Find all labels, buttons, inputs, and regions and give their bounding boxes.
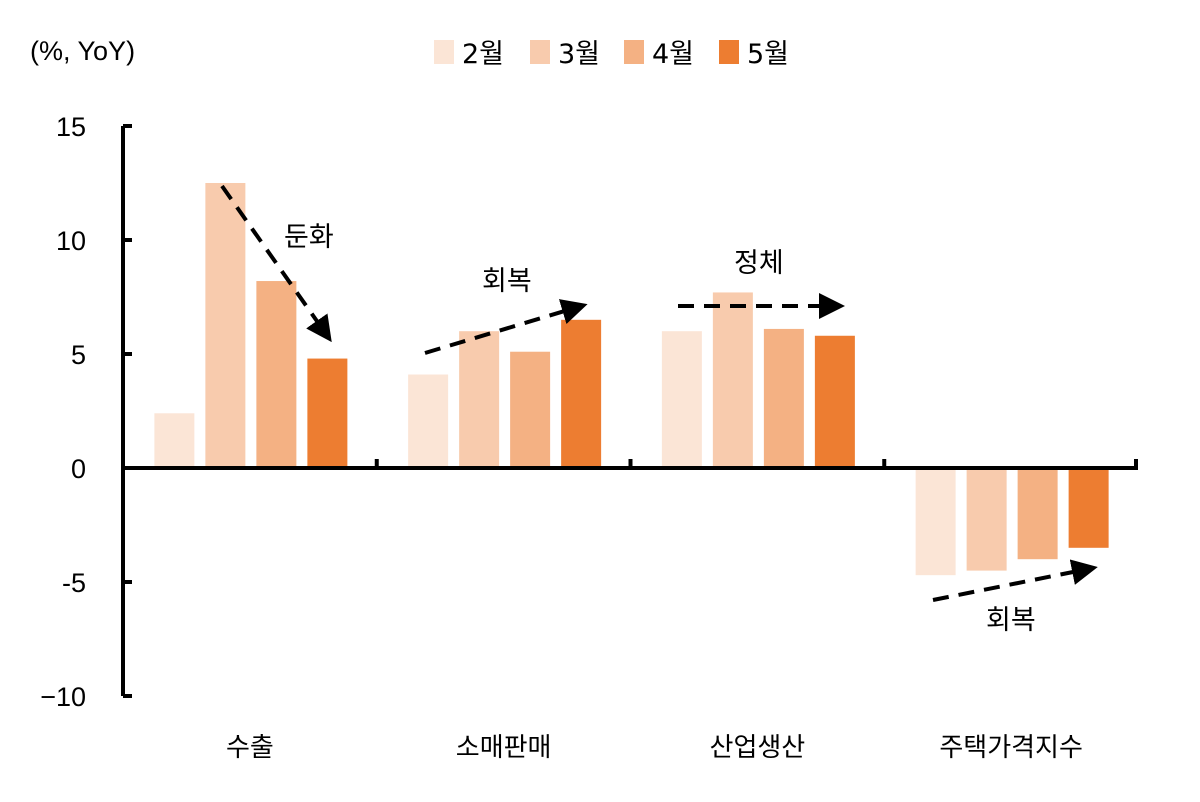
- annotations: 둔화 회복 정체 회복: [220, 184, 1098, 636]
- legend: 2월 3월 4월 5월: [434, 39, 789, 70]
- legend-label-apr: 4월: [652, 39, 694, 70]
- y-tick-label: 5: [71, 340, 86, 370]
- annotation-exports: 둔화: [284, 222, 334, 253]
- y-axis-ticks: 15 10 5 0 -5 −10: [40, 112, 132, 712]
- bar-1-3: [256, 281, 297, 468]
- bar-2-4: [561, 319, 602, 468]
- bar-4-3: [1017, 468, 1058, 560]
- x-axis-ticks: [374, 459, 1138, 468]
- bar-2-3: [510, 351, 551, 468]
- legend-swatch-feb: [434, 40, 454, 64]
- legend-swatch-may: [719, 40, 739, 64]
- category-label: 산업생산: [710, 733, 806, 763]
- category-label: 주택가격지수: [939, 733, 1083, 763]
- annotation-retail: 회복: [482, 266, 532, 297]
- bar-3-2: [712, 292, 753, 468]
- annotation-housing: 회복: [986, 605, 1036, 636]
- bar-1-2: [205, 183, 246, 468]
- y-tick-label: 0: [71, 454, 86, 484]
- y-tick-label: 10: [56, 226, 86, 256]
- bar-1-4: [307, 358, 348, 468]
- legend-swatch-mar: [530, 40, 550, 64]
- bar-2-1: [408, 374, 449, 468]
- y-tick-label: -5: [62, 568, 86, 598]
- bar-4-4: [1068, 468, 1109, 548]
- category-labels: 수출 소매판매 산업생산 주택가격지수: [226, 733, 1083, 763]
- category-label: 소매판매: [456, 733, 552, 763]
- legend-label-mar: 3월: [558, 39, 600, 70]
- bars: [154, 183, 1109, 576]
- y-tick-label: −10: [40, 682, 86, 712]
- bar-1-1: [154, 413, 195, 468]
- bar-4-2: [966, 468, 1007, 571]
- trend-arrow-exports: [220, 184, 332, 343]
- legend-swatch-apr: [624, 40, 644, 64]
- trend-arrow-retail: [424, 299, 588, 355]
- bar-4-1: [915, 468, 956, 576]
- trend-arrow-housing: [932, 559, 1098, 602]
- annotation-industrial: 정체: [734, 248, 784, 279]
- category-label: 수출: [226, 733, 274, 763]
- y-tick-label: 15: [56, 112, 86, 142]
- bar-3-4: [814, 335, 855, 468]
- bar-3-3: [763, 328, 804, 468]
- bar-2-2: [459, 331, 500, 468]
- unit-label: (%, YoY): [30, 36, 135, 66]
- legend-label-feb: 2월: [462, 39, 504, 70]
- legend-label-may: 5월: [747, 39, 789, 70]
- bar-3-1: [661, 331, 702, 468]
